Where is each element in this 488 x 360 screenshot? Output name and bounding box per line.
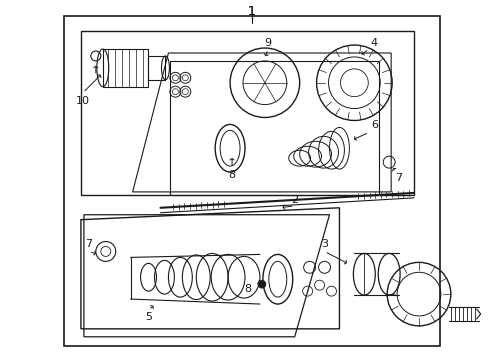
Bar	[102, 49, 147, 87]
Text: 8: 8	[244, 284, 251, 294]
Text: 9: 9	[264, 38, 271, 48]
Text: 4: 4	[370, 38, 377, 48]
Text: 2: 2	[290, 195, 298, 205]
Text: 7: 7	[85, 239, 92, 249]
Text: 1: 1	[247, 5, 255, 18]
Text: 7: 7	[395, 173, 402, 183]
Bar	[147, 56, 165, 80]
Text: 3: 3	[321, 239, 327, 249]
Text: 10: 10	[76, 96, 90, 105]
Text: 8: 8	[228, 170, 235, 180]
Circle shape	[257, 280, 265, 288]
Text: 1: 1	[247, 5, 255, 18]
Bar	[64, 16, 439, 346]
Text: 5: 5	[145, 312, 152, 322]
Text: 6: 6	[370, 121, 377, 130]
